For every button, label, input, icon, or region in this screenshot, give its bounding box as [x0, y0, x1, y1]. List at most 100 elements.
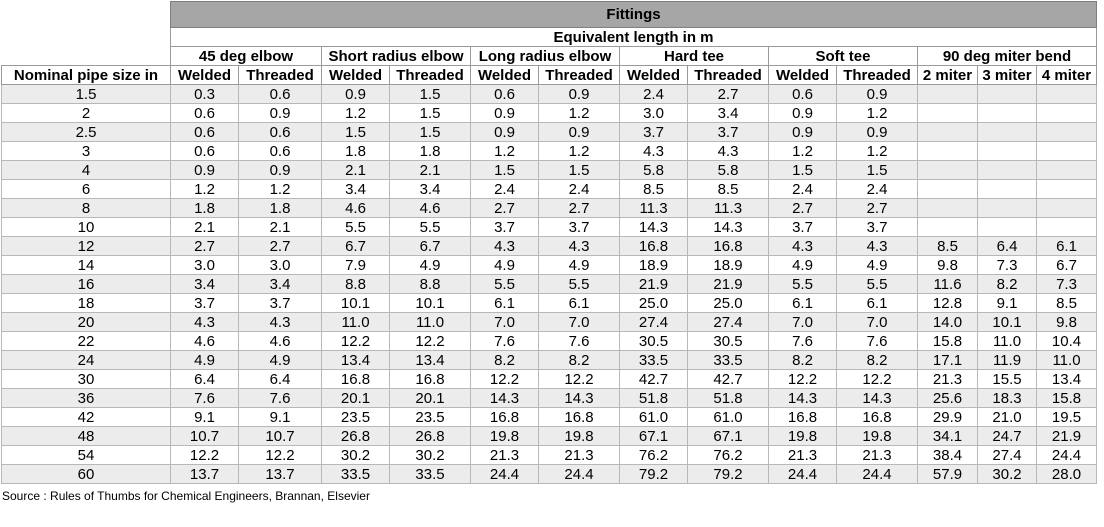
subcolumn-header: 2 miter: [917, 65, 978, 85]
pipe-size-cell: 6: [1, 179, 171, 199]
value-cell: 7.0: [538, 312, 620, 332]
value-cell: 16.8: [619, 236, 688, 256]
value-cell: 30.5: [619, 331, 688, 351]
pipe-size-cell: 10: [1, 217, 171, 237]
pipe-size-cell: 16: [1, 274, 171, 294]
table-row: 8 1.8 1.8 4.6 4.6 2.7 2.7 11.3 11.3 2.7 2.7: [1, 198, 1097, 218]
subcolumn-header: Threaded: [538, 65, 620, 85]
subcolumn-header: Welded: [768, 65, 837, 85]
value-cell: 4.9: [238, 350, 322, 370]
value-cell: 1.2: [538, 141, 620, 161]
value-cell: 8.2: [836, 350, 918, 370]
value-cell: 16.8: [321, 369, 390, 389]
value-cell: 10.1: [977, 312, 1037, 332]
value-cell: 76.2: [619, 445, 688, 465]
fittings-title: Fittings: [170, 1, 1097, 28]
value-cell: 8.5: [619, 179, 688, 199]
value-cell: 67.1: [687, 426, 769, 446]
pipe-size-cell: 3: [1, 141, 171, 161]
value-cell: 11.0: [321, 312, 390, 332]
value-cell: 16.8: [470, 407, 539, 427]
value-cell: 1.5: [538, 160, 620, 180]
value-cell: 3.4: [389, 179, 471, 199]
value-cell: 33.5: [321, 464, 390, 484]
pipe-size-cell: 20: [1, 312, 171, 332]
table-row: 54 12.2 12.2 30.2 30.2 21.3 21.3 76.2 76.2 21.3 21…: [1, 445, 1097, 465]
subcolumn-header: Welded: [170, 65, 239, 85]
value-cell: 16.8: [687, 236, 769, 256]
value-cell: 6.7: [389, 236, 471, 256]
value-cell: 9.1: [977, 293, 1037, 313]
value-cell: 20.1: [321, 388, 390, 408]
value-cell: 7.9: [321, 255, 390, 275]
value-cell: 21.9: [687, 274, 769, 294]
value-cell: 34.1: [917, 426, 978, 446]
value-cell: 6.7: [1036, 255, 1097, 275]
value-cell: 15.8: [917, 331, 978, 351]
table-row: 60 13.7 13.7 33.5 33.5 24.4 24.4 79.2 79.2 24.4 24…: [1, 464, 1097, 484]
value-cell: 2.1: [321, 160, 390, 180]
value-cell: 7.6: [538, 331, 620, 351]
subcolumn-header: Threaded: [238, 65, 322, 85]
pipe-size-cell: 54: [1, 445, 171, 465]
value-cell: 12.2: [768, 369, 837, 389]
value-cell: 1.5: [321, 122, 390, 142]
value-cell: [1036, 160, 1097, 180]
subcolumn-header: 3 miter: [977, 65, 1037, 85]
group-header: 45 deg elbow: [170, 46, 322, 66]
value-cell: 2.1: [170, 217, 239, 237]
value-cell: 33.5: [619, 350, 688, 370]
value-cell: [917, 179, 978, 199]
value-cell: 6.4: [977, 236, 1037, 256]
value-cell: 14.3: [619, 217, 688, 237]
value-cell: 3.7: [470, 217, 539, 237]
value-cell: [977, 198, 1037, 218]
pipe-size-cell: 60: [1, 464, 171, 484]
value-cell: 2.7: [538, 198, 620, 218]
value-cell: 4.9: [170, 350, 239, 370]
value-cell: 14.3: [538, 388, 620, 408]
value-cell: [917, 217, 978, 237]
table-row: 48 10.7 10.7 26.8 26.8 19.8 19.8 67.1 67.1 19.8 19…: [1, 426, 1097, 446]
value-cell: 0.9: [321, 84, 390, 104]
value-cell: 24.4: [1036, 445, 1097, 465]
value-cell: 2.1: [238, 217, 322, 237]
value-cell: 5.5: [321, 217, 390, 237]
value-cell: 0.6: [768, 84, 837, 104]
value-cell: 5.5: [836, 274, 918, 294]
value-cell: 1.5: [836, 160, 918, 180]
value-cell: 3.0: [619, 103, 688, 123]
pipe-size-cell: 22: [1, 331, 171, 351]
value-cell: 27.4: [687, 312, 769, 332]
pipe-size-cell: 4: [1, 160, 171, 180]
value-cell: 0.9: [470, 122, 539, 142]
value-cell: 21.9: [619, 274, 688, 294]
value-cell: 61.0: [687, 407, 769, 427]
value-cell: 11.9: [977, 350, 1037, 370]
value-cell: [1036, 179, 1097, 199]
value-cell: 4.3: [538, 236, 620, 256]
value-cell: 12.8: [917, 293, 978, 313]
value-cell: 76.2: [687, 445, 769, 465]
pipe-size-cell: 14: [1, 255, 171, 275]
value-cell: [977, 122, 1037, 142]
value-cell: 0.6: [470, 84, 539, 104]
value-cell: 20.1: [389, 388, 471, 408]
value-cell: 0.9: [836, 122, 918, 142]
table-row: 6 1.2 1.2 3.4 3.4 2.4 2.4 8.5 8.5 2.4 2.4: [1, 179, 1097, 199]
value-cell: 12.2: [470, 369, 539, 389]
value-cell: 6.7: [321, 236, 390, 256]
value-cell: 3.7: [619, 122, 688, 142]
source-note: Source : Rules of Thumbs for Chemical En…: [2, 489, 370, 503]
value-cell: 14.3: [836, 388, 918, 408]
value-cell: 14.3: [470, 388, 539, 408]
value-cell: 7.0: [836, 312, 918, 332]
value-cell: 33.5: [389, 464, 471, 484]
value-cell: 3.0: [170, 255, 239, 275]
value-cell: 5.5: [538, 274, 620, 294]
value-cell: 0.9: [170, 160, 239, 180]
table-row: 4 0.9 0.9 2.1 2.1 1.5 1.5 5.8 5.8 1.5 1.5: [1, 160, 1097, 180]
value-cell: 0.6: [238, 122, 322, 142]
group-header: 90 deg miter bend: [917, 46, 1097, 66]
